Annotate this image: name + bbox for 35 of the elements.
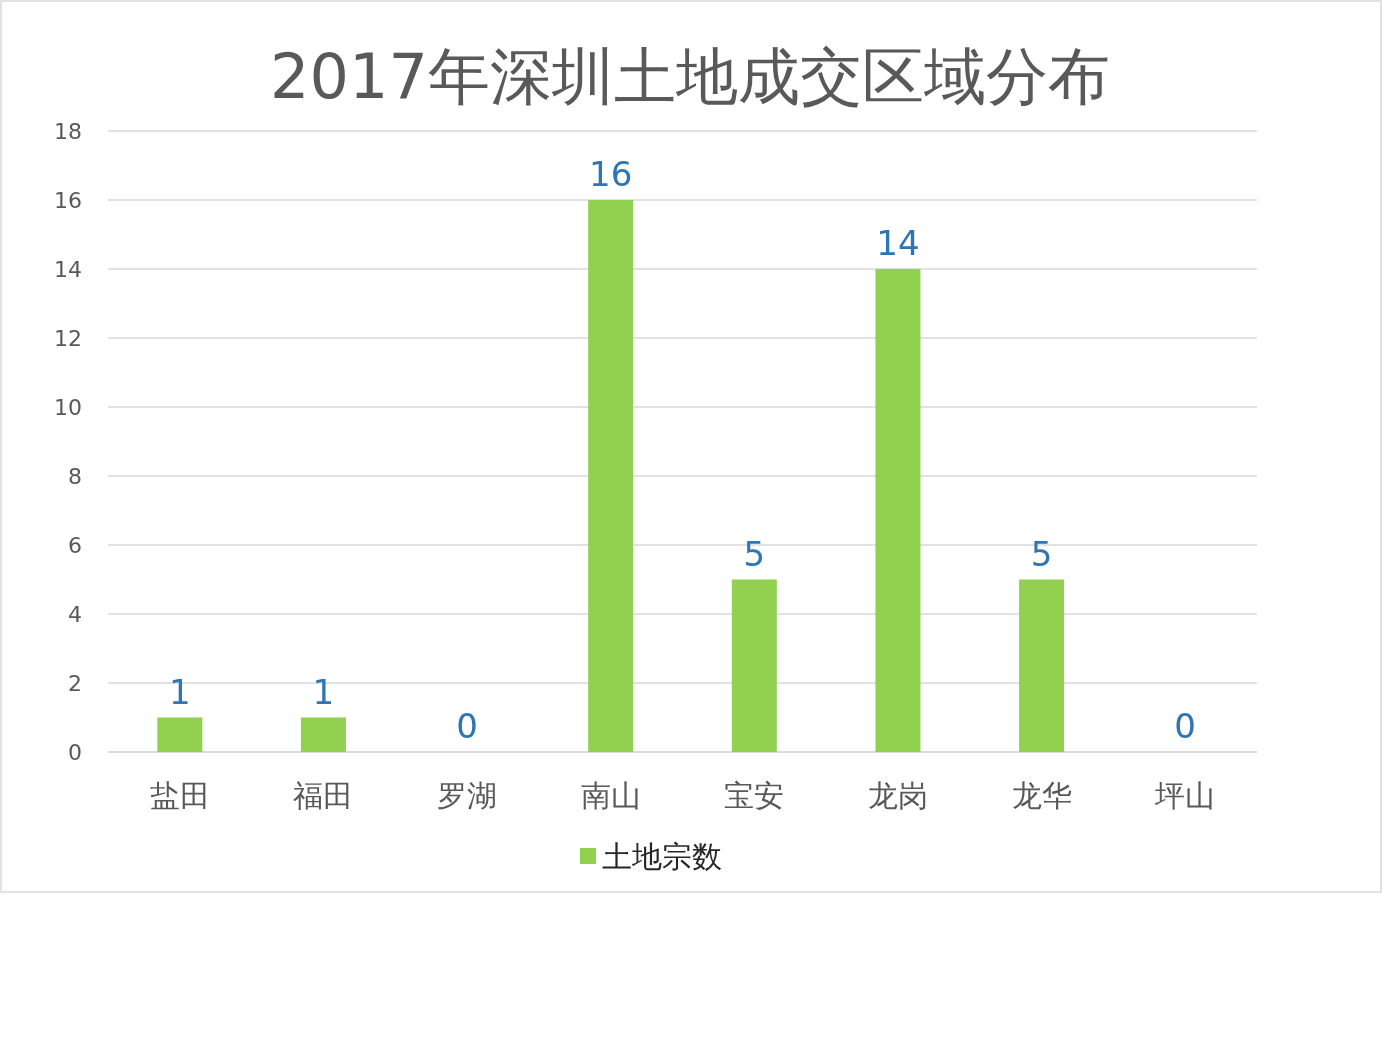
y-tick-label: 10 — [54, 395, 82, 420]
x-tick-label: 龙岗 — [867, 778, 928, 813]
bar — [157, 717, 203, 752]
chart-title: 2017年深圳土地成交区域分布 — [270, 40, 1110, 113]
y-tick-label: 16 — [54, 188, 82, 213]
data-label: 5 — [743, 533, 766, 574]
data-label: 1 — [312, 671, 335, 712]
x-tick-label: 盐田 — [149, 778, 210, 813]
y-tick-label: 2 — [68, 671, 82, 696]
data-label: 0 — [456, 706, 478, 746]
data-label: 14 — [876, 223, 920, 263]
legend-label: 土地宗数 — [602, 839, 722, 874]
x-tick-label: 福田 — [293, 778, 354, 813]
bar — [875, 269, 921, 752]
bar — [300, 717, 346, 752]
x-tick-label: 龙华 — [1011, 778, 1072, 813]
x-tick-label: 罗湖 — [437, 778, 498, 813]
legend: 土地宗数 — [580, 839, 722, 874]
y-tick-label: 6 — [68, 533, 82, 558]
y-tick-label: 18 — [54, 119, 82, 144]
bar — [588, 200, 634, 752]
data-label: 1 — [168, 671, 191, 712]
data-label: 0 — [1174, 706, 1197, 746]
bar — [1019, 579, 1065, 752]
bar — [731, 579, 777, 752]
x-tick-label: 宝安 — [724, 778, 785, 813]
y-tick-label: 12 — [54, 326, 82, 351]
y-tick-label: 8 — [68, 464, 82, 489]
y-tick-label: 14 — [54, 257, 82, 282]
y-tick-label: 4 — [68, 602, 82, 627]
data-label: 5 — [1030, 533, 1053, 574]
data-label: 16 — [589, 154, 633, 194]
x-tick-label: 南山 — [580, 778, 641, 813]
y-tick-label: 0 — [68, 740, 82, 765]
x-tick-label: 坪山 — [1154, 778, 1216, 813]
